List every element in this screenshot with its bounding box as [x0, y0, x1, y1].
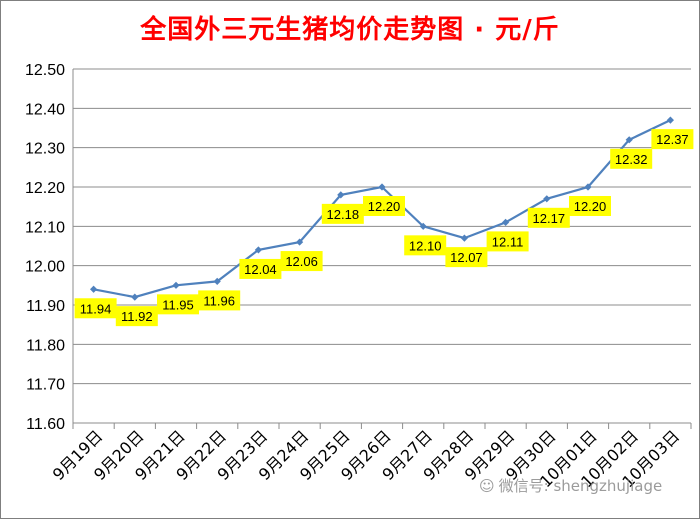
- data-label: 12.20: [368, 199, 401, 214]
- data-point: [296, 238, 304, 246]
- data-point: [378, 183, 386, 191]
- data-point: [419, 222, 427, 230]
- data-label-bg: [486, 231, 529, 252]
- data-label: 12.11: [492, 234, 524, 249]
- watermark-text: 微信号: shengzhujiage: [498, 477, 663, 495]
- y-tick-label: 11.60: [26, 416, 65, 433]
- data-label: 12.18: [327, 207, 360, 222]
- data-label-bg: [115, 306, 158, 327]
- data-label-bg: [569, 196, 611, 216]
- data-label-bg: [651, 129, 694, 150]
- data-point: [666, 116, 674, 124]
- wechat-icon: ☺: [479, 477, 495, 495]
- data-point: [584, 183, 592, 191]
- data-label-bg: [198, 290, 241, 311]
- y-tick-label: 11.80: [26, 337, 65, 354]
- data-label-bg: [527, 207, 570, 228]
- data-point: [254, 246, 262, 254]
- data-point: [131, 293, 139, 301]
- y-tick-label: 12.20: [25, 180, 65, 197]
- data-label: 12.17: [533, 211, 566, 226]
- data-label-bg: [74, 298, 117, 319]
- data-label: 12.10: [409, 238, 442, 253]
- data-point: [625, 136, 633, 144]
- y-tick-label: 12.10: [25, 219, 65, 236]
- data-label-bg: [610, 148, 653, 169]
- data-label-bg: [157, 294, 199, 315]
- data-point: [213, 277, 221, 285]
- data-label-bg: [321, 203, 364, 224]
- data-label-bg: [239, 258, 282, 279]
- data-label: 11.95: [162, 297, 194, 312]
- data-label: 12.06: [285, 254, 318, 269]
- data-label: 12.07: [450, 250, 483, 265]
- y-tick-label: 12.40: [25, 101, 65, 118]
- data-point: [90, 285, 98, 293]
- data-label-bg: [404, 235, 447, 256]
- y-tick-label: 12.50: [25, 62, 65, 79]
- data-label: 11.94: [80, 301, 112, 316]
- data-label-bg: [280, 251, 323, 272]
- data-label-bg: [363, 196, 405, 216]
- y-tick-label: 11.70: [26, 377, 65, 394]
- data-point: [502, 218, 510, 226]
- data-label-bg: [445, 247, 488, 268]
- data-label: 12.32: [615, 152, 648, 167]
- data-label: 11.92: [121, 309, 153, 324]
- data-label: 12.37: [656, 132, 689, 147]
- watermark: ☺ 微信号: shengzhujiage: [479, 475, 662, 496]
- data-point: [337, 191, 345, 199]
- data-point: [460, 234, 468, 242]
- y-tick-label: 12.00: [25, 259, 65, 276]
- data-point: [543, 195, 551, 203]
- y-tick-label: 11.90: [26, 298, 65, 315]
- y-tick-label: 12.30: [25, 141, 65, 158]
- chart-title: 全国外三元生猪均价走势图 · 元/斤: [140, 15, 560, 45]
- data-label: 12.20: [574, 199, 607, 214]
- data-label: 12.04: [244, 262, 277, 277]
- data-label: 11.96: [203, 293, 235, 308]
- data-point: [172, 281, 180, 289]
